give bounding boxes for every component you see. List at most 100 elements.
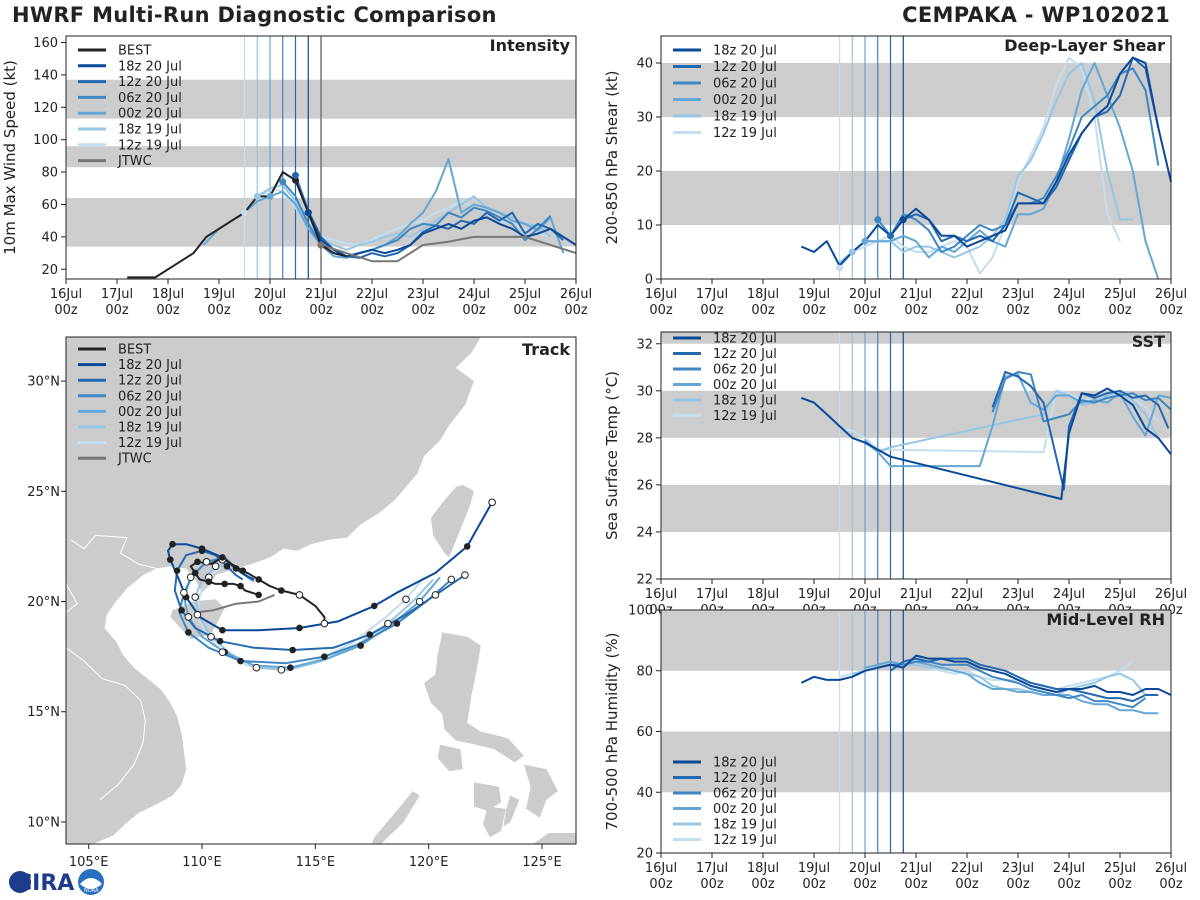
- track-point-18z-19-jul: [207, 632, 215, 641]
- sst-x-tick-label: 17Jul: [696, 587, 728, 602]
- rh-x-tick-label: 00z: [1057, 877, 1081, 892]
- track-point-12z-20-jul: [178, 607, 185, 614]
- shear-x-tick-label: 00z: [1006, 303, 1030, 318]
- shear-x-tick-label: 00z: [700, 303, 724, 318]
- track-legend-label: JTWC: [117, 452, 152, 467]
- rh-y-axis-label: 700-500 hPa Humidity (%): [603, 632, 621, 830]
- panay-island: [474, 782, 502, 811]
- mainland-landmass: [66, 337, 481, 844]
- track-point-18z-19-jul: [191, 593, 199, 601]
- intensity-x-tick-label: 22Jul: [356, 287, 388, 302]
- intensity-y-tick-label: 60: [41, 198, 58, 213]
- intensity-legend-label: 06z 20 Jul: [118, 91, 182, 106]
- sst-y-tick-label: 22: [636, 573, 653, 588]
- track-y-tick-label: 10°N: [27, 815, 60, 830]
- intensity-legend-label: 12z 20 Jul: [118, 75, 182, 90]
- track-y-tick-label: 25°N: [27, 485, 60, 500]
- intensity-point-18z-19-jul: [253, 192, 261, 200]
- sst-x-tick-label: 19Jul: [798, 587, 830, 602]
- sst-band: [661, 484, 1171, 532]
- track-point-06z-20-jul: [180, 588, 188, 597]
- intensity-x-tick-label: 00z: [564, 303, 588, 318]
- rh-y-tick-label: 60: [636, 725, 653, 740]
- track-point-06z-20-jul: [237, 657, 244, 665]
- shear-x-tick-label: 23Jul: [1002, 287, 1034, 302]
- track-x-tick-label: 115°E: [296, 855, 336, 870]
- sst-x-tick-label: 24Jul: [1053, 587, 1085, 602]
- track-legend-label: 18z 20 Jul: [118, 358, 182, 373]
- sst-x-tick-label: 22Jul: [951, 587, 983, 602]
- sst-x-tick-label: 18Jul: [747, 587, 779, 602]
- intensity-point-best: [292, 176, 299, 184]
- noaa-logo-text: NOAA: [84, 888, 99, 894]
- rh-band: [661, 731, 1171, 793]
- track-point-best: [194, 558, 201, 566]
- cira-logo-text: CIRA: [16, 871, 74, 896]
- intensity-point-12z-19-jul: [241, 209, 248, 217]
- shear-x-tick-label: 00z: [1108, 303, 1132, 318]
- rh-title: Mid-Level RH: [1046, 610, 1165, 629]
- track-series-jtwc: [195, 593, 275, 614]
- rh-x-tick-label: 22Jul: [951, 861, 983, 876]
- sst-x-tick-label: 21Jul: [900, 587, 932, 602]
- track-y-tick-label: 15°N: [27, 705, 60, 720]
- intensity-legend-label: 18z 20 Jul: [118, 59, 182, 74]
- track-point-12z-19-jul: [277, 666, 286, 674]
- shear-y-tick-label: 0: [645, 273, 653, 288]
- rh-x-tick-label: 00z: [904, 877, 928, 892]
- intensity-x-tick-label: 00z: [207, 303, 231, 318]
- sst-y-axis-label: Sea Surface Temp (°C): [603, 371, 621, 540]
- shear-legend-label: 00z 20 Jul: [713, 93, 777, 108]
- track-point-best: [255, 591, 262, 599]
- track-point-12z-20-jul: [431, 591, 440, 599]
- intensity-point-jtwc: [317, 241, 325, 249]
- shear-x-tick-label: 19Jul: [798, 287, 830, 302]
- intensity-x-tick-label: 16Jul: [50, 287, 82, 302]
- shear-series-12z-19-jul: [838, 56, 1121, 275]
- intensity-x-tick-label: 00z: [156, 303, 180, 318]
- intensity-x-tick-label: 26Jul: [560, 287, 592, 302]
- intensity-panel: 16Jul00z17Jul00z18Jul00z19Jul00z20Jul00z…: [1, 35, 592, 318]
- track-legend-label: 12z 20 Jul: [118, 374, 182, 389]
- intensity-y-axis-label: 10m Max Wind Speed (kt): [1, 60, 19, 255]
- sst-panel: 16Jul00z17Jul00z18Jul00z19Jul00z20Jul00z…: [603, 331, 1187, 618]
- track-title: Track: [522, 340, 570, 359]
- track-point-00z-20-jul: [184, 613, 193, 621]
- track-point-18z-19-jul: [252, 663, 261, 672]
- intensity-y-tick-label: 20: [41, 263, 58, 278]
- intensity-y-tick-label: 120: [33, 101, 58, 116]
- intensity-point-00z-20-jul: [266, 192, 274, 200]
- mindoro-island: [437, 744, 463, 772]
- rh-x-tick-label: 00z: [853, 877, 877, 892]
- sst-x-tick-label: 25Jul: [1104, 587, 1136, 602]
- intensity-y-tick-label: 80: [41, 166, 58, 181]
- track-point-06z-20-jul: [393, 620, 401, 627]
- track-point-12z-20-jul: [216, 637, 224, 645]
- border-line: [70, 534, 128, 550]
- track-point-12z-19-jul: [193, 610, 202, 619]
- shear-x-tick-label: 00z: [649, 303, 673, 318]
- intensity-legend-label: 12z 19 Jul: [118, 138, 182, 153]
- rh-legend-label: 06z 20 Jul: [713, 787, 777, 802]
- rh-x-tick-label: 25Jul: [1104, 861, 1136, 876]
- intensity-legend-label: 00z 20 Jul: [118, 107, 182, 122]
- sst-band: [661, 332, 1171, 344]
- rh-x-tick-label: 00z: [1159, 877, 1183, 892]
- intensity-y-tick-label: 140: [33, 68, 58, 83]
- track-point-00z-20-jul: [287, 664, 294, 671]
- shear-x-tick-label: 00z: [751, 303, 775, 318]
- track-x-tick-label: 105°E: [69, 855, 109, 870]
- track-point-18z-20-jul: [232, 565, 240, 572]
- shear-series-12z-20-jul: [889, 56, 1160, 243]
- sst-x-tick-label: 16Jul: [645, 587, 677, 602]
- rh-y-tick-label: 40: [636, 786, 653, 801]
- track-point-18z-20-jul: [488, 498, 496, 507]
- shear-legend-label: 18z 19 Jul: [713, 110, 777, 125]
- sst-legend-label: 18z 19 Jul: [713, 394, 777, 409]
- rh-x-tick-label: 00z: [802, 877, 826, 892]
- sst-y-tick-label: 32: [636, 337, 653, 352]
- track-y-tick-label: 30°N: [27, 375, 60, 390]
- intensity-x-tick-label: 00z: [105, 303, 129, 318]
- track-point-18z-19-jul: [211, 562, 220, 571]
- shear-y-tick-label: 30: [636, 111, 653, 126]
